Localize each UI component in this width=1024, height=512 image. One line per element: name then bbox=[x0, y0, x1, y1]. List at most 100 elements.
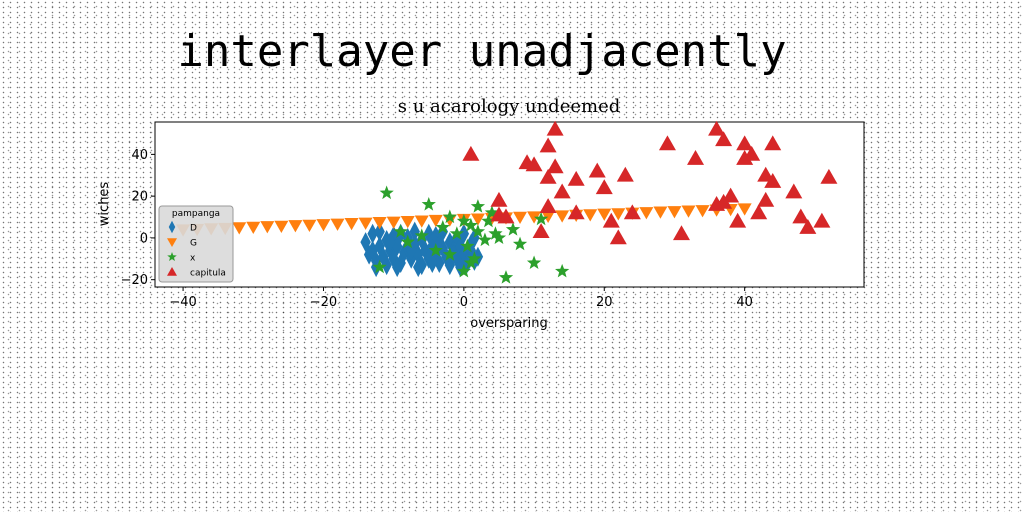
data-point bbox=[302, 219, 317, 232]
data-point bbox=[467, 251, 482, 265]
data-point bbox=[367, 223, 378, 244]
legend-entry: x bbox=[190, 254, 196, 264]
data-point bbox=[330, 218, 345, 231]
data-point bbox=[481, 213, 496, 228]
data-point bbox=[442, 247, 457, 261]
data-point bbox=[344, 218, 359, 231]
data-point bbox=[681, 205, 696, 218]
data-point bbox=[792, 208, 810, 224]
data-point bbox=[526, 255, 542, 270]
data-point bbox=[512, 236, 528, 251]
data-point bbox=[442, 209, 457, 224]
data-point bbox=[477, 232, 493, 247]
data-point bbox=[602, 212, 620, 228]
data-point bbox=[546, 158, 564, 174]
legend-entry: G bbox=[190, 239, 197, 249]
legend-marker bbox=[167, 252, 177, 262]
data-point bbox=[400, 215, 415, 229]
x-tick-label: −40 bbox=[169, 295, 196, 310]
data-point bbox=[491, 230, 507, 244]
data-point bbox=[527, 211, 542, 224]
data-point bbox=[737, 203, 752, 216]
data-point bbox=[708, 120, 726, 136]
data-point bbox=[488, 226, 503, 240]
data-point bbox=[567, 170, 585, 186]
y-axis: −20 0 20 40 bbox=[121, 148, 155, 288]
data-point bbox=[729, 212, 747, 228]
data-point bbox=[384, 232, 396, 253]
data-point bbox=[539, 198, 557, 213]
data-point bbox=[588, 162, 606, 178]
data-point bbox=[609, 229, 627, 245]
data-point bbox=[757, 191, 775, 207]
data-point bbox=[409, 221, 420, 242]
data-point bbox=[260, 221, 275, 234]
x-axis-label: oversparing bbox=[470, 316, 547, 331]
page-title: interlayer unadjacently bbox=[177, 26, 787, 77]
data-point bbox=[583, 209, 598, 222]
data-point bbox=[595, 179, 613, 195]
data-point bbox=[358, 217, 373, 230]
data-points bbox=[176, 120, 838, 284]
data-point bbox=[695, 205, 710, 218]
data-point bbox=[435, 219, 450, 234]
data-point bbox=[490, 191, 508, 207]
data-point bbox=[484, 205, 500, 219]
data-point bbox=[391, 257, 403, 278]
data-point bbox=[498, 270, 514, 284]
data-point bbox=[597, 208, 612, 221]
data-point bbox=[393, 224, 408, 238]
data-point bbox=[653, 206, 668, 219]
data-point bbox=[456, 263, 471, 278]
data-point bbox=[414, 228, 429, 242]
x-tick-label: 20 bbox=[596, 295, 613, 310]
data-point bbox=[274, 220, 289, 234]
x-axis: −40 −20 0 20 40 bbox=[169, 287, 753, 310]
legend-entry: capitula bbox=[190, 269, 226, 279]
data-point bbox=[715, 131, 733, 147]
data-point bbox=[463, 255, 479, 270]
data-point bbox=[672, 225, 690, 241]
data-point bbox=[736, 135, 754, 151]
data-point bbox=[539, 168, 557, 184]
y-tick-label: 20 bbox=[131, 190, 148, 205]
data-point bbox=[743, 145, 761, 161]
data-point bbox=[525, 156, 543, 172]
data-point bbox=[374, 221, 385, 242]
data-point bbox=[764, 173, 782, 188]
legend-box bbox=[158, 205, 234, 283]
data-point bbox=[456, 213, 471, 228]
data-point bbox=[449, 226, 464, 240]
data-point bbox=[372, 259, 387, 274]
data-point bbox=[232, 222, 247, 235]
data-point bbox=[785, 183, 803, 199]
legend-title: pampanga bbox=[172, 209, 220, 219]
data-point bbox=[532, 223, 550, 239]
data-point bbox=[553, 183, 571, 199]
data-point bbox=[750, 204, 768, 220]
plot-area bbox=[154, 121, 865, 288]
series-G bbox=[176, 203, 752, 237]
chart-title: s u acarology undeemed bbox=[398, 96, 621, 117]
data-point bbox=[658, 135, 676, 151]
x-tick-label: 0 bbox=[460, 295, 468, 310]
legend: pampanga DGx capitula bbox=[158, 205, 234, 283]
data-point bbox=[463, 217, 479, 232]
data-point bbox=[667, 206, 682, 219]
data-point bbox=[623, 204, 641, 220]
data-point bbox=[428, 214, 443, 228]
data-point bbox=[687, 150, 705, 165]
x-tick-label: 40 bbox=[736, 295, 753, 310]
data-point bbox=[386, 216, 401, 229]
series-capitula bbox=[462, 120, 838, 245]
data-point bbox=[736, 150, 754, 165]
data-point bbox=[400, 234, 415, 249]
data-point bbox=[533, 211, 549, 226]
data-point bbox=[458, 223, 470, 244]
data-point bbox=[513, 211, 528, 225]
y-tick-label: 0 bbox=[140, 231, 148, 246]
data-point bbox=[505, 222, 521, 236]
data-point bbox=[246, 221, 261, 235]
data-point bbox=[820, 168, 838, 184]
